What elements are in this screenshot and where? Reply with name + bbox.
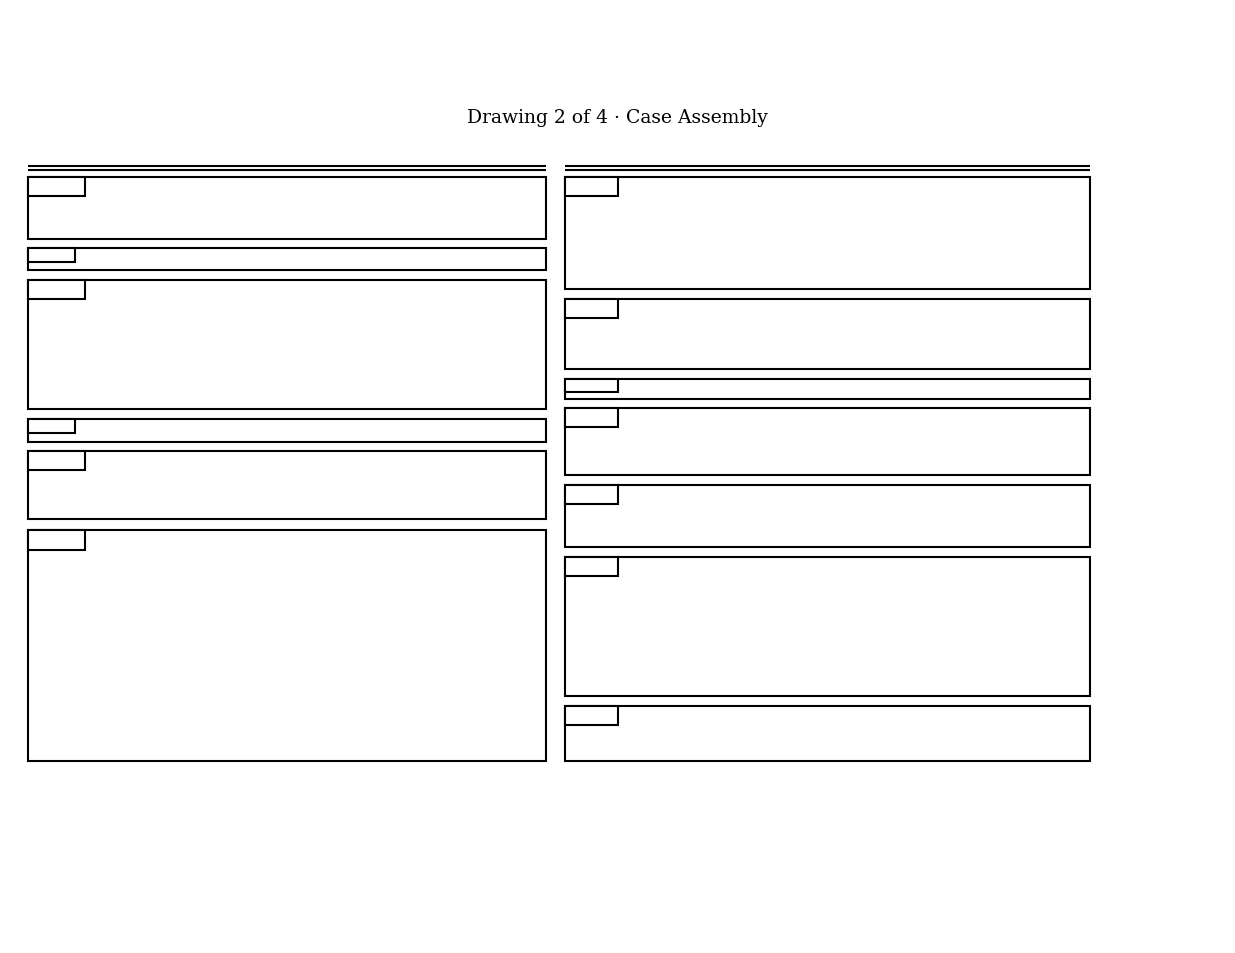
Bar — [28, 419, 546, 442]
Bar — [28, 531, 546, 761]
Bar — [564, 706, 1091, 761]
Bar — [564, 379, 1091, 399]
Bar — [564, 485, 618, 504]
Bar — [564, 706, 618, 725]
Bar — [564, 379, 618, 393]
Bar — [564, 409, 618, 428]
Bar — [564, 558, 1091, 697]
Bar — [564, 558, 618, 577]
Bar — [564, 485, 1091, 547]
Bar — [564, 299, 1091, 370]
Bar — [28, 249, 75, 263]
Bar — [28, 178, 85, 196]
Bar — [564, 178, 618, 196]
Bar — [28, 178, 546, 240]
Bar — [28, 452, 85, 471]
Bar — [28, 281, 85, 299]
Bar — [28, 452, 546, 519]
Bar — [28, 531, 85, 551]
Text: Drawing 2 of 4 · Case Assembly: Drawing 2 of 4 · Case Assembly — [467, 109, 767, 127]
Bar — [564, 299, 618, 318]
Bar — [564, 409, 1091, 476]
Bar — [564, 178, 1091, 290]
Bar — [28, 281, 546, 410]
Bar — [28, 419, 75, 434]
Bar — [28, 249, 546, 271]
